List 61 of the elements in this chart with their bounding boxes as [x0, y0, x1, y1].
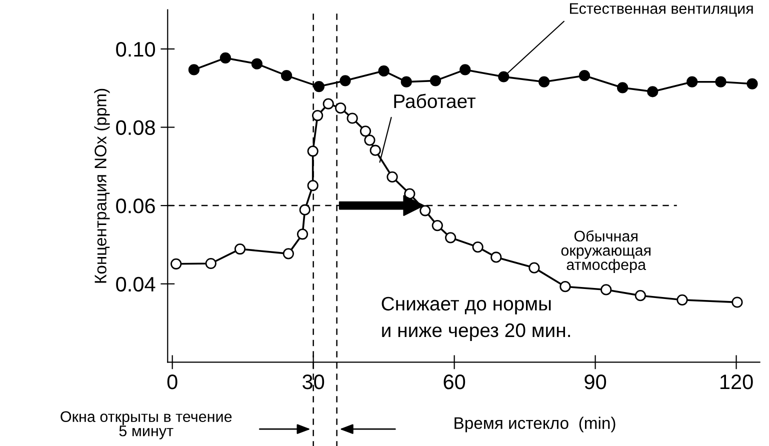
point	[400, 76, 412, 88]
y-axis-title: Концентрация NOx (ppm)	[94, 88, 110, 283]
point	[746, 78, 758, 90]
point	[386, 171, 398, 183]
point	[378, 65, 390, 76]
point	[205, 258, 216, 270]
point	[420, 205, 431, 216]
x-tick-label: 30	[302, 374, 324, 390]
point	[364, 134, 376, 146]
point	[498, 71, 510, 82]
point	[307, 146, 318, 157]
point	[335, 102, 346, 114]
point	[634, 290, 646, 302]
point	[251, 58, 262, 70]
point	[430, 75, 442, 86]
point	[460, 64, 471, 76]
x-tick-label: 60	[444, 374, 466, 390]
point	[528, 262, 540, 274]
point	[322, 98, 334, 110]
point	[370, 144, 381, 156]
x-tick-label: 0	[167, 374, 178, 390]
point	[220, 52, 231, 64]
point	[600, 284, 612, 296]
point	[299, 204, 310, 216]
point	[346, 112, 358, 124]
point	[296, 228, 308, 240]
point	[616, 82, 628, 94]
point	[188, 64, 200, 76]
x-tick-label: 120	[720, 374, 753, 390]
point	[313, 80, 325, 92]
point	[490, 252, 502, 263]
point	[307, 180, 318, 192]
x-axis-title: Время истекло (min)	[454, 416, 616, 432]
annotation: Работает	[394, 94, 476, 108]
y-tick-label: 0.08	[116, 120, 155, 136]
point	[715, 76, 726, 88]
point	[732, 296, 743, 308]
point	[538, 76, 550, 88]
y-tick-label: 0.10	[116, 42, 156, 57]
point	[472, 242, 484, 253]
point	[170, 258, 182, 270]
point	[234, 243, 246, 255]
series-label: Обычная окружающая атмосфера	[561, 230, 650, 274]
text: Естественная вентиляция	[570, 3, 753, 17]
point	[686, 76, 698, 88]
point	[444, 232, 456, 244]
point	[282, 248, 294, 260]
point	[280, 70, 292, 82]
y-tick-label: 0.06	[116, 198, 155, 214]
point	[647, 86, 658, 98]
point	[432, 220, 443, 232]
text: Окна открыты в течение 5 минут	[60, 411, 232, 440]
x-tick-label: 90	[584, 374, 606, 390]
point	[578, 70, 590, 82]
annotation: Снижает до нормы и ниже через 20 мин.	[382, 296, 570, 342]
point	[560, 281, 571, 292]
point	[360, 126, 372, 137]
point	[676, 294, 688, 306]
point	[340, 75, 351, 86]
y-tick-label: 0.04	[116, 276, 156, 292]
point	[312, 110, 324, 122]
